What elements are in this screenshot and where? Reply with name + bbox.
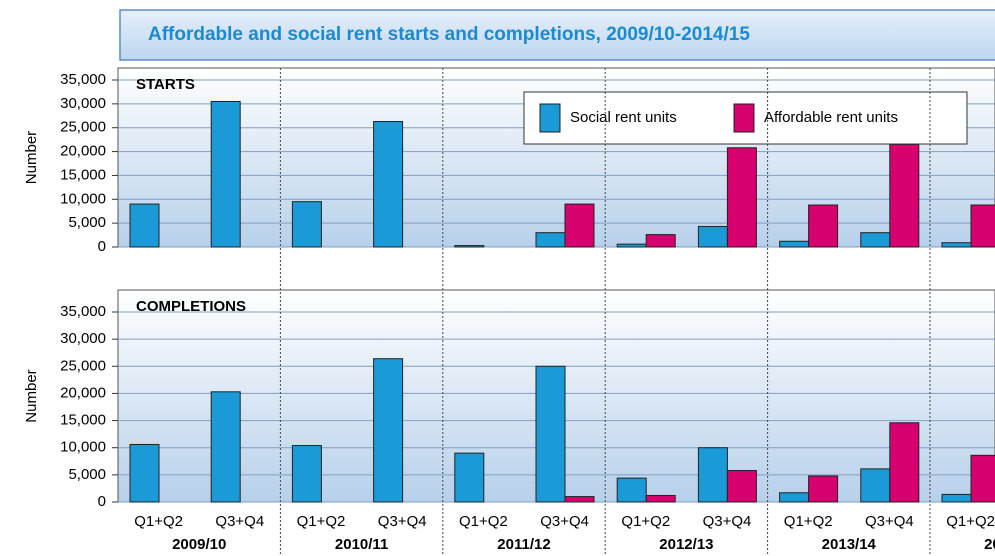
y-tick-label: 5,000 bbox=[68, 466, 106, 483]
y-tick-label: 15,000 bbox=[60, 412, 106, 429]
x-tick-label: Q3+Q4 bbox=[703, 513, 752, 530]
y-tick-label: 10,000 bbox=[60, 439, 106, 456]
legend-swatch bbox=[733, 103, 755, 133]
x-tick-label: Q1+Q2 bbox=[297, 513, 346, 530]
y-tick-label: 0 bbox=[98, 238, 106, 255]
bar bbox=[941, 242, 972, 248]
bar bbox=[616, 477, 647, 503]
bar bbox=[129, 443, 160, 503]
y-tick-label: 35,000 bbox=[60, 71, 106, 88]
x-tick-label: Q1+Q2 bbox=[134, 513, 183, 530]
x-tick-label: Q3+Q4 bbox=[540, 513, 589, 530]
y-tick-label: 30,000 bbox=[60, 95, 106, 112]
y-tick-label: 20,000 bbox=[60, 143, 106, 160]
bar bbox=[808, 204, 839, 248]
bar bbox=[970, 204, 995, 248]
bar bbox=[564, 203, 595, 248]
group-label: 2010/11 bbox=[335, 536, 388, 553]
legend-label: Social rent units bbox=[570, 109, 677, 126]
bar bbox=[697, 447, 728, 503]
bar bbox=[535, 232, 566, 248]
bar bbox=[726, 147, 757, 248]
x-tick-label: Q1+Q2 bbox=[784, 513, 833, 530]
bar bbox=[941, 493, 972, 503]
x-tick-label: Q1+Q2 bbox=[621, 513, 670, 530]
y-tick-label: 15,000 bbox=[60, 166, 106, 183]
x-tick-label: Q3+Q4 bbox=[378, 513, 427, 530]
y-tick-label: 20,000 bbox=[60, 384, 106, 401]
bar bbox=[645, 234, 676, 248]
group-label: 2013/14 bbox=[822, 536, 877, 553]
bar bbox=[645, 494, 676, 503]
y-tick-label: 30,000 bbox=[60, 330, 106, 347]
bar bbox=[291, 201, 322, 248]
bar bbox=[889, 143, 920, 248]
title-box bbox=[119, 9, 995, 61]
bar bbox=[373, 358, 404, 503]
panel-title: COMPLETIONS bbox=[136, 298, 246, 315]
bar bbox=[535, 365, 566, 503]
y-axis-label: Number bbox=[23, 369, 40, 422]
y-tick-label: 10,000 bbox=[60, 190, 106, 207]
bar bbox=[697, 225, 728, 248]
legend-label: Affordable rent units bbox=[764, 109, 898, 126]
group-label: 2011/12 bbox=[497, 536, 550, 553]
y-tick-label: 35,000 bbox=[60, 303, 106, 320]
bar bbox=[210, 100, 241, 248]
bar bbox=[564, 496, 595, 503]
bar bbox=[779, 240, 810, 248]
chart-title: Affordable and social rent starts and co… bbox=[148, 24, 750, 45]
bar bbox=[860, 232, 891, 248]
group-label: 2012/13 bbox=[659, 536, 713, 553]
bar bbox=[210, 391, 241, 503]
bar bbox=[129, 203, 160, 248]
x-tick-label: Q3+Q4 bbox=[865, 513, 914, 530]
bar bbox=[860, 468, 891, 503]
group-label: 2009/10 bbox=[172, 536, 226, 553]
bar bbox=[616, 243, 647, 248]
bar bbox=[970, 454, 995, 503]
bar bbox=[454, 452, 485, 503]
x-tick-label: Q1+Q2 bbox=[459, 513, 508, 530]
y-tick-label: 5,000 bbox=[68, 214, 106, 231]
bar bbox=[373, 121, 404, 248]
legend-swatch bbox=[539, 103, 561, 133]
bar bbox=[454, 245, 485, 248]
bar bbox=[808, 475, 839, 503]
bar bbox=[779, 492, 810, 503]
x-tick-label: Q3+Q4 bbox=[215, 513, 264, 530]
y-tick-label: 25,000 bbox=[60, 357, 106, 374]
y-tick-label: 25,000 bbox=[60, 119, 106, 136]
panel-title: STARTS bbox=[136, 76, 195, 93]
bar bbox=[889, 422, 920, 503]
y-tick-label: 0 bbox=[98, 493, 106, 510]
y-axis-label: Number bbox=[23, 131, 40, 184]
x-tick-label: Q1+Q2 bbox=[946, 513, 995, 530]
bar bbox=[726, 470, 757, 503]
bar bbox=[291, 445, 322, 503]
group-label: 2014/15 bbox=[984, 536, 995, 553]
